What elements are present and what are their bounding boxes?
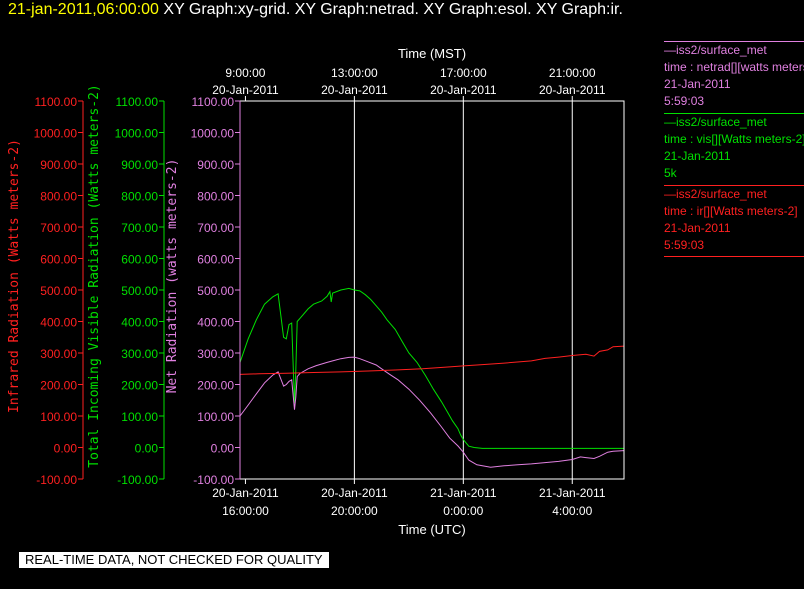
y-tick-label-vis: 1000.00 (115, 127, 159, 141)
y-tick-label-net: 400.00 (197, 316, 234, 330)
legend-station: —iss2/surface_met (664, 115, 767, 129)
y-tick-label-vis: 300.00 (121, 347, 158, 361)
y-tick-label-net: 300.00 (197, 347, 234, 361)
top-tick-label-date: 20-Jan-2011 (430, 83, 497, 97)
legend-station: —iss2/surface_met (664, 187, 767, 201)
bottom-tick-label-date: 21-Jan-2011 (539, 486, 606, 500)
legend-separator (664, 256, 804, 257)
y-tick-label-net: 800.00 (197, 190, 234, 204)
bottom-tick-label-time: 16:00:00 (222, 504, 269, 518)
legend-date: 21-Jan-2011 (664, 149, 731, 163)
top-tick-label-time: 9:00:00 (225, 66, 265, 80)
bottom-tick-label-time: 20:00:00 (331, 504, 378, 518)
legend-station: —iss2/surface_met (664, 43, 767, 57)
legend-entry-netrad: —iss2/surface_met time : netrad[][watts … (664, 41, 804, 110)
y-tick-label-vis: 200.00 (121, 379, 158, 393)
legend-separator (664, 41, 804, 42)
legend-variable: time : netrad[][watts meters-2] (664, 60, 804, 74)
y-tick-label-net: 600.00 (197, 253, 234, 267)
y-tick-label-net: 200.00 (197, 379, 234, 393)
top-tick-label-date: 20-Jan-2011 (539, 83, 606, 97)
header-timestamp: 21-jan-2011,06:00:00 (8, 1, 159, 18)
series-line-ir (239, 345, 625, 375)
y-axis-label-vis: Total Incoming Visible Radiation (Watts … (87, 84, 102, 468)
axes-group: -100.00 0.00 100.00 200.00 300.00 400.00 500.0… (7, 46, 625, 537)
top-tick-label-time: 17:00:00 (440, 66, 487, 80)
legend-variable: time : vis[][Watts meters-2] (664, 132, 804, 146)
y-tick-label-vis: 0.00 (135, 442, 159, 456)
quality-notice: REAL-TIME DATA, NOT CHECKED FOR QUALITY (19, 552, 329, 568)
y-tick-label-vis: 900.00 (121, 158, 158, 172)
y-tick-label-vis: 800.00 (121, 190, 158, 204)
y-tick-label-net: -100.00 (193, 473, 234, 487)
y-axis-label-net: Net Radiation (watts meters-2) (165, 159, 180, 394)
top-tick-label-date: 20-Jan-2011 (212, 83, 279, 97)
y-tick-label-vis: 400.00 (121, 316, 158, 330)
top-axis-title: Time (MST) (398, 46, 466, 61)
legend-time: 5:59:03 (664, 238, 705, 252)
legend-entry-ir: —iss2/surface_met time : ir[][Watts mete… (664, 185, 804, 257)
y-tick-label-vis: 100.00 (121, 410, 158, 424)
y-axis-label-ir: Infrared Radiation (Watts meters-2) (7, 139, 22, 413)
series-line-vis (239, 287, 624, 449)
y-tick-label-ir: 1100.00 (35, 95, 78, 109)
y-tick-label-ir: -100.00 (36, 473, 77, 487)
bottom-tick-label-date: 20-Jan-2011 (321, 486, 388, 500)
top-tick-label-time: 21:00:00 (549, 66, 596, 80)
y-tick-label-net: 100.00 (197, 410, 234, 424)
y-tick-label-net: 1100.00 (192, 95, 235, 109)
top-tick-label-time: 13:00:00 (331, 66, 378, 80)
bottom-tick-label-time: 4:00:00 (552, 504, 592, 518)
legend-date: 21-Jan-2011 (664, 77, 731, 91)
top-tick-label-date: 20-Jan-2011 (321, 83, 388, 97)
series-group (239, 287, 625, 468)
legend-separator (664, 113, 804, 114)
y-tick-label-vis: -100.00 (117, 473, 158, 487)
grid (353, 101, 573, 479)
y-tick-label-ir: 600.00 (40, 253, 77, 267)
plot-frame (239, 100, 625, 480)
y-tick-label-ir: 400.00 (40, 316, 77, 330)
legend-date: 21-Jan-2011 (664, 221, 731, 235)
legend-entry-vis: —iss2/surface_met time : vis[][Watts met… (664, 113, 804, 182)
legend-variable: time : ir[][Watts meters-2] (664, 204, 798, 218)
header-graph-list: XY Graph:xy-grid. XY Graph:netrad. XY Gr… (163, 1, 623, 18)
y-tick-label-ir: 300.00 (40, 347, 77, 361)
y-tick-label-ir: 0.00 (54, 442, 78, 456)
bottom-tick-label-time: 0:00:00 (443, 504, 483, 518)
legend-time: 5k (664, 166, 677, 180)
y-tick-label-net: 0.00 (211, 442, 235, 456)
legend-separator (664, 185, 804, 186)
y-tick-label-ir: 800.00 (40, 190, 77, 204)
y-tick-label-ir: 700.00 (40, 221, 77, 235)
y-tick-label-vis: 500.00 (121, 284, 158, 298)
y-tick-label-net: 700.00 (197, 221, 234, 235)
bottom-tick-label-date: 21-Jan-2011 (430, 486, 497, 500)
y-tick-label-ir: 500.00 (40, 284, 77, 298)
y-tick-label-vis: 1100.00 (116, 95, 159, 109)
y-tick-label-net: 900.00 (197, 158, 234, 172)
y-tick-label-net: 500.00 (197, 284, 234, 298)
graph-header: 21-jan-2011,06:00:00 XY Graph:xy-grid. X… (8, 1, 623, 19)
bottom-axis-title: Time (UTC) (398, 522, 465, 537)
y-tick-label-ir: 200.00 (40, 379, 77, 393)
y-tick-label-vis: 600.00 (121, 253, 158, 267)
y-tick-label-vis: 700.00 (121, 221, 158, 235)
y-tick-label-ir: 900.00 (40, 158, 77, 172)
y-tick-label-net: 1000.00 (191, 127, 235, 141)
y-tick-label-ir: 1000.00 (34, 127, 78, 141)
y-tick-label-ir: 100.00 (40, 410, 77, 424)
bottom-tick-label-date: 20-Jan-2011 (212, 486, 279, 500)
legend-time: 5:59:03 (664, 94, 705, 108)
series-line-net (239, 356, 625, 468)
